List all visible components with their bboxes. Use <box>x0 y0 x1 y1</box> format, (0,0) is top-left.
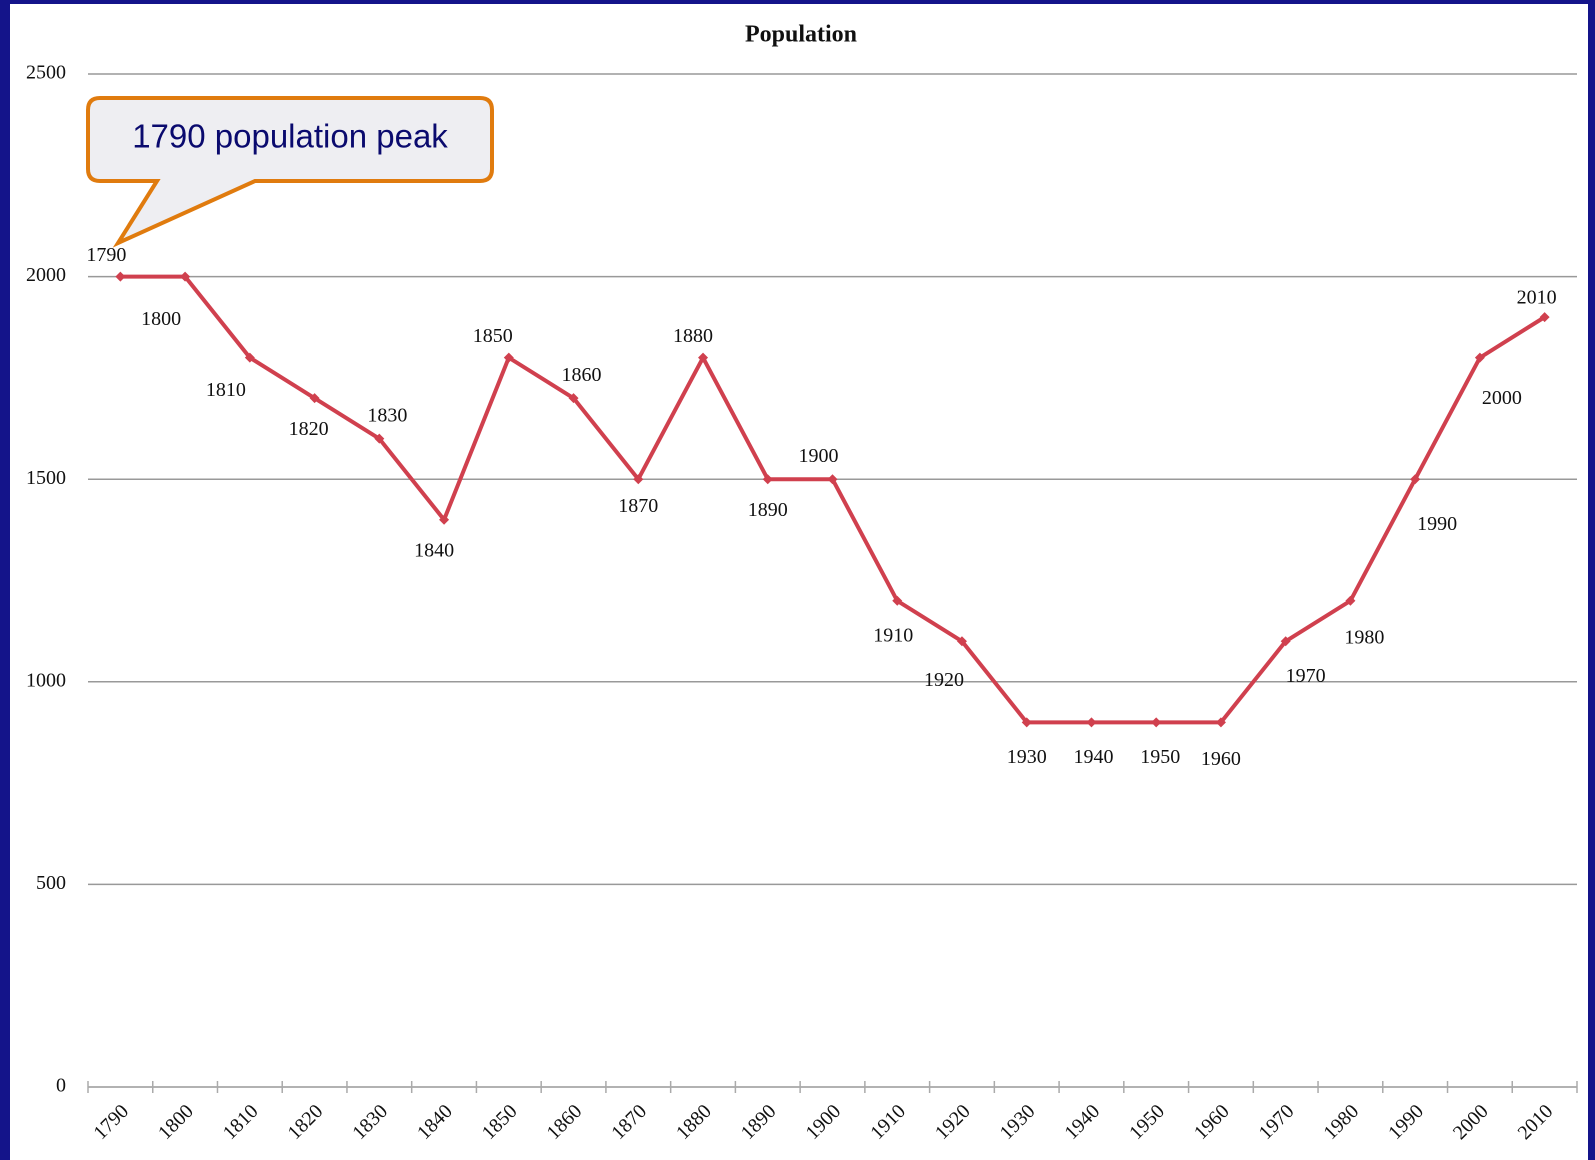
y-tick-label: 500 <box>36 872 66 894</box>
data-label: 2010 <box>1517 287 1557 309</box>
data-label: 1890 <box>748 499 788 521</box>
point <box>892 595 903 606</box>
data-label: 1840 <box>414 539 454 561</box>
data-label: 1810 <box>206 379 246 401</box>
point <box>1410 474 1421 485</box>
point <box>568 393 579 404</box>
point <box>1539 312 1550 323</box>
data-label: 1910 <box>873 624 913 646</box>
point <box>309 393 320 404</box>
point <box>956 636 967 647</box>
data-label: 1800 <box>141 308 181 330</box>
data-label: 1850 <box>473 325 513 347</box>
annotation: 1790 population peak <box>132 118 448 155</box>
chart-background <box>10 4 1588 1160</box>
point <box>503 352 514 363</box>
plot-area: 0 500 1000 1500 2000 2500 1790 1800 1810 1820 1830… <box>26 62 1578 1144</box>
point <box>374 433 385 444</box>
point <box>180 271 191 282</box>
y-tick-label: 1000 <box>26 669 66 691</box>
data-label: 1920 <box>924 669 964 691</box>
point <box>1086 717 1097 728</box>
data-label: 1930 <box>1007 746 1047 768</box>
chart-title: Population <box>745 22 857 48</box>
point <box>439 514 450 525</box>
data-label: 1790 <box>86 244 126 266</box>
point <box>244 352 255 363</box>
point <box>633 474 644 485</box>
data-label: 1940 <box>1073 746 1113 768</box>
point <box>827 474 838 485</box>
point <box>115 271 126 282</box>
point <box>1280 636 1291 647</box>
point <box>1345 595 1356 606</box>
data-label: 1820 <box>289 418 329 440</box>
callout: 1790 population peak <box>86 96 494 248</box>
data-label: 2000 <box>1482 387 1522 409</box>
y-tick-label: 2500 <box>26 62 66 84</box>
data-label: 1950 <box>1140 746 1180 768</box>
point <box>1151 717 1162 728</box>
point <box>1021 717 1032 728</box>
data-label: 1960 <box>1201 748 1241 770</box>
y-tick-label: 1500 <box>26 467 66 489</box>
data-label: 1990 <box>1417 513 1457 535</box>
data-label: 1970 <box>1286 665 1326 687</box>
callout-box <box>86 96 494 248</box>
data-label: 1980 <box>1344 626 1384 648</box>
point <box>1474 352 1485 363</box>
y-tick-label: 0 <box>56 1075 66 1097</box>
point <box>1215 717 1226 728</box>
point <box>762 474 773 485</box>
data-label: 1830 <box>367 404 407 426</box>
data-label: 1860 <box>562 364 602 386</box>
point <box>698 352 709 363</box>
data-label: 1880 <box>673 325 713 347</box>
data-label: 1870 <box>618 495 658 517</box>
y-tick-label: 2000 <box>26 264 66 286</box>
data-label: 1900 <box>799 445 839 467</box>
